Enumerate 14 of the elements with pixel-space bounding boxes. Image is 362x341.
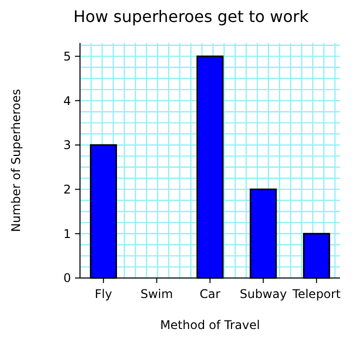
x-tick-label: Teleport bbox=[292, 287, 341, 301]
y-tick-label: 2 bbox=[63, 182, 71, 197]
x-tick-label: Subway bbox=[240, 287, 287, 301]
x-axis-title: Method of Travel bbox=[160, 318, 260, 332]
y-tick-label: 3 bbox=[63, 138, 71, 152]
chart-title: How superheroes get to work bbox=[73, 7, 310, 26]
x-tick-label: Car bbox=[200, 287, 220, 301]
y-tick-label: 1 bbox=[63, 226, 71, 241]
y-tick-label: 4 bbox=[63, 94, 71, 108]
y-tick-label: 5 bbox=[63, 50, 71, 64]
y-tick-label: 0 bbox=[63, 271, 71, 286]
x-tick-label: Fly bbox=[94, 287, 112, 301]
x-tick-label: Swim bbox=[140, 287, 173, 301]
y-axis-title: Number of Superheroes bbox=[9, 89, 23, 232]
